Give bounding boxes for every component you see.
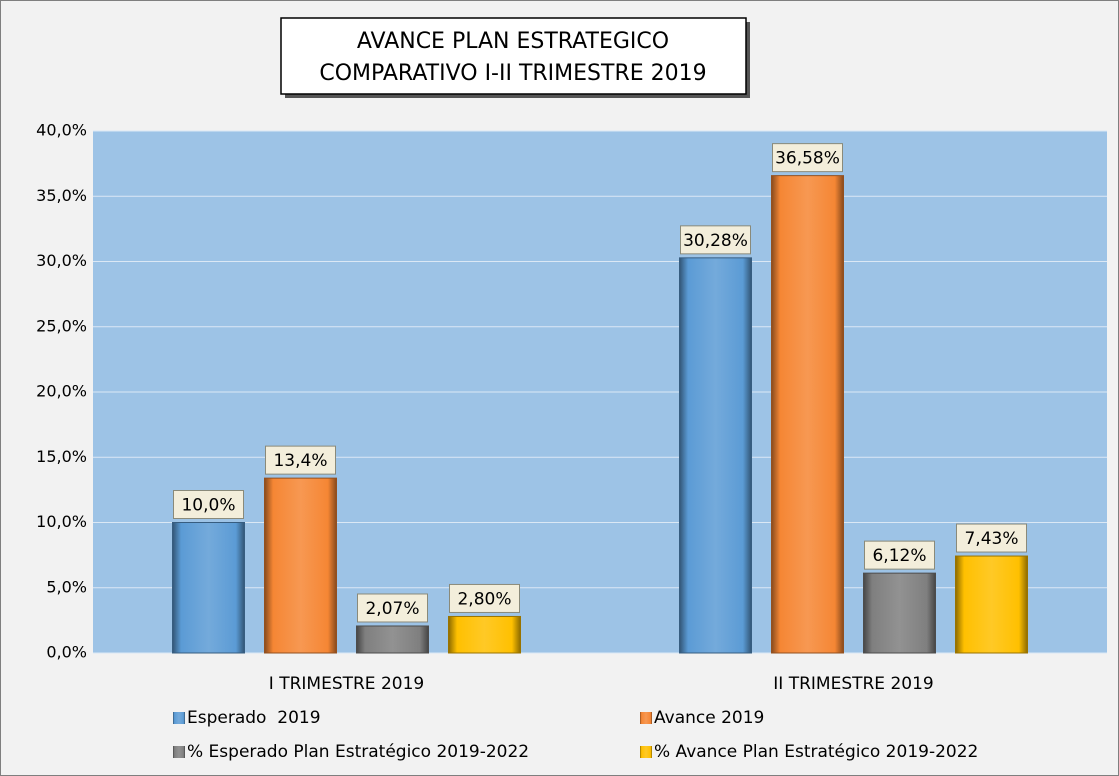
y-tick-label: 40,0% (36, 121, 87, 140)
legend-swatch (173, 712, 185, 724)
bar (955, 555, 1028, 654)
y-tick-label: 5,0% (46, 577, 87, 596)
value-label-box (864, 540, 935, 570)
legend-label: Esperado 2019 (187, 708, 321, 728)
x-tick-label: I TRIMESTRE 2019 (269, 674, 424, 694)
value-label: 13,4% (273, 451, 327, 471)
legend-swatch (640, 746, 652, 758)
legend-label: % Avance Plan Estratégico 2019-2022 (654, 742, 978, 762)
bar (356, 625, 429, 654)
y-tick-label: 25,0% (36, 316, 87, 335)
value-label-box (956, 523, 1027, 553)
y-tick-label: 30,0% (36, 251, 87, 270)
legend-label: Avance 2019 (654, 708, 764, 728)
value-label-box (265, 445, 336, 475)
title-box (280, 17, 747, 95)
value-label: 30,28% (683, 231, 748, 251)
bar (172, 522, 245, 654)
legend-swatch (640, 712, 652, 724)
value-label-box (772, 143, 843, 173)
chart-title: COMPARATIVO I-II TRIMESTRE 2019 (319, 61, 706, 86)
legend-label: % Esperado Plan Estratégico 2019-2022 (187, 742, 529, 762)
value-label: 2,80% (457, 589, 511, 609)
bar (264, 477, 337, 654)
y-tick-label: 10,0% (36, 512, 87, 531)
value-label: 6,12% (872, 546, 926, 566)
value-label: 2,07% (365, 599, 419, 619)
bar (771, 175, 844, 654)
value-label-box (680, 225, 751, 255)
value-label: 36,58% (775, 149, 840, 169)
bar (448, 615, 521, 654)
value-label-box (357, 593, 428, 623)
legend-swatch (173, 746, 185, 758)
bar (679, 257, 752, 654)
y-tick-label: 15,0% (36, 447, 87, 466)
chart-title: AVANCE PLAN ESTRATEGICO (357, 29, 669, 54)
value-label-box (449, 583, 520, 613)
value-label: 7,43% (964, 529, 1018, 549)
x-tick-label: II TRIMESTRE 2019 (773, 674, 933, 694)
y-tick-label: 0,0% (46, 643, 87, 662)
value-label: 10,0% (181, 496, 235, 516)
y-tick-label: 20,0% (36, 382, 87, 401)
bar (863, 572, 936, 654)
y-tick-label: 35,0% (36, 186, 87, 205)
value-label-box (173, 490, 244, 519)
